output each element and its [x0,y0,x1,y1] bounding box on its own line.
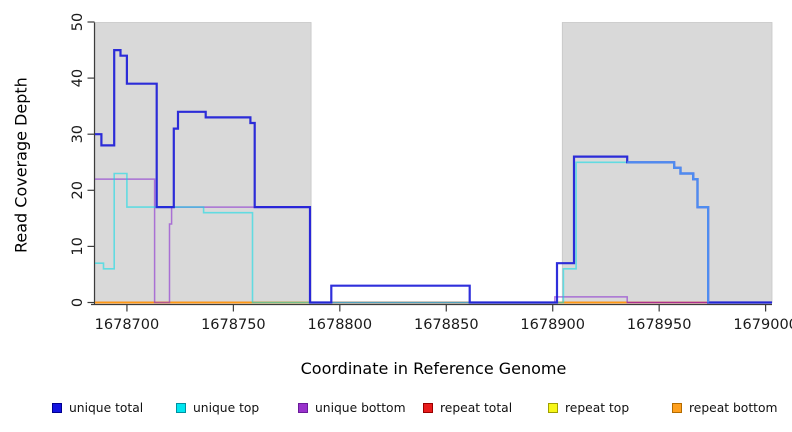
legend: unique total unique top unique bottom repea… [0,399,792,423]
y-tick-label: 40 [70,69,86,87]
y-tick-label: 30 [70,125,86,143]
y-tick-label: 0 [70,298,86,307]
series-line-unique-total-highlight [627,161,710,303]
x-tick-label: 1678750 [201,317,266,333]
x-tick-label: 1678700 [95,317,160,333]
legend-item-unique-bottom: unique bottom [298,399,406,417]
x-tick-label: 1678800 [308,317,373,333]
x-tick-label: 1678850 [414,317,479,333]
repeat-region-shade [94,22,312,303]
legend-swatch-unique-top [176,403,186,413]
y-tick-label: 10 [70,237,86,255]
legend-swatch-repeat-total [423,403,433,413]
legend-item-label: repeat bottom [689,401,778,415]
legend-item-repeat-bottom: repeat bottom [672,399,777,417]
x-tick-label: 1678900 [520,317,585,333]
legend-item-label: repeat top [565,401,630,415]
legend-item-unique-total: unique total [52,399,143,417]
y-tick-label: 50 [70,13,86,31]
x-tick-label: 1679000 [733,317,792,333]
y-tick-label: 20 [70,181,86,199]
legend-item-label: unique total [69,401,144,415]
legend-swatch-unique-total [52,403,62,413]
legend-item-repeat-total: repeat total [423,399,512,417]
legend-item-unique-top: unique top [176,399,259,417]
legend-item-label: unique top [193,401,260,415]
legend-item-label: unique bottom [315,401,406,415]
x-tick-label: 1678950 [627,317,692,333]
legend-swatch-unique-bottom [298,403,308,413]
series-line-unique-bottom [95,178,772,304]
legend-swatch-repeat-bottom [672,403,682,413]
y-axis-label: Read Coverage Depth [11,77,31,253]
legend-swatch-repeat-top [548,403,558,413]
x-axis-label: Coordinate in Reference Genome [300,359,567,378]
legend-item-label: repeat total [440,401,513,415]
legend-item-repeat-top: repeat top [548,399,629,417]
